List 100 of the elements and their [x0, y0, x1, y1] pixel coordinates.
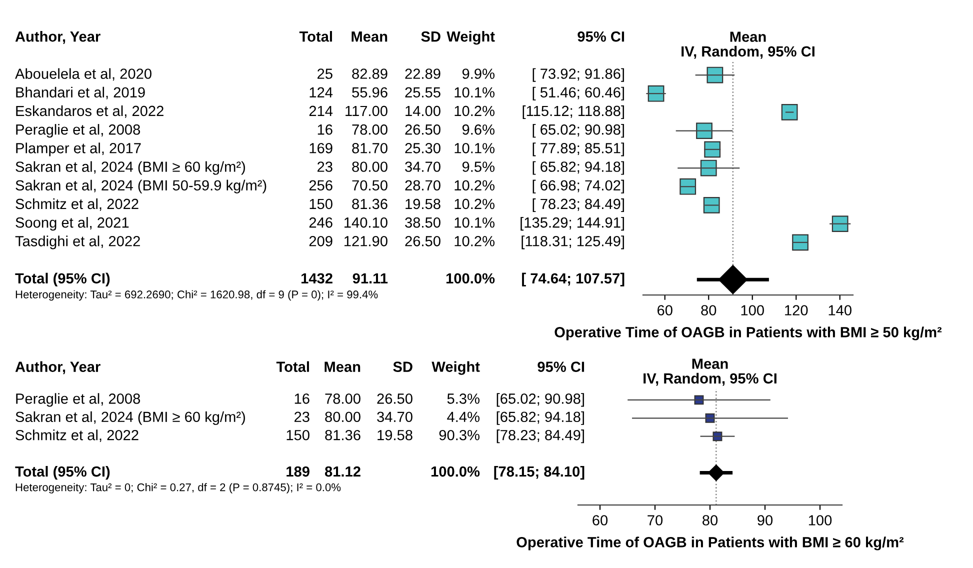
text: 117.00: [346, 106, 388, 116]
category-label: Tasdighi et al, 2022: [15, 236, 140, 250]
category-label: Peraglie et al, 2008: [16, 393, 140, 407]
text: 90.3%: [439, 430, 480, 440]
text: 19.58: [378, 430, 412, 440]
x-tick-label: 90: [758, 515, 773, 526]
text: 150: [286, 430, 310, 440]
text: 78.00: [352, 124, 388, 135]
text: Heterogeneity: Tau² = 692.2690; Chi² = 1620.98, df = 9 (P = 0); I² = 99.4%: [16, 290, 378, 301]
text: 81.70: [352, 143, 388, 154]
text: 10.1%: [454, 87, 494, 98]
x-tick-label: 60: [658, 305, 672, 316]
text: 23: [294, 412, 310, 422]
text: 81.12: [324, 466, 360, 477]
text: 150: [310, 198, 332, 210]
text: 26.50: [377, 394, 412, 404]
text: 16: [294, 394, 310, 404]
point: [792, 234, 808, 251]
text: [ 66.98; 74.02]: [532, 180, 624, 194]
category-label: Sakran et al, 2024 (BMI ≥ 60 kg/m²): [16, 411, 245, 425]
category-label: Eskandaros et al, 2022: [16, 105, 164, 118]
text: 10.2%: [454, 198, 494, 210]
text: 22.89: [405, 68, 440, 79]
chart-title: Mean IV, Random, 95% CI: [682, 32, 814, 59]
text: [ 65.82; 94.18]: [532, 161, 624, 175]
category-label: Bhandari et al, 2019: [16, 86, 145, 100]
text: 95% CI: [538, 362, 584, 372]
text: 124: [310, 87, 333, 98]
text: 25.30: [405, 143, 440, 154]
text: 256: [309, 180, 332, 191]
x-tick-label: 70: [648, 515, 663, 526]
text: [ 78.23; 84.49]: [532, 198, 624, 212]
text: [ 73.92; 91.86]: [532, 68, 624, 82]
x-axis-title: Operative Time of OAGB in Patients with BMI ≥ 50 kg/m²: [554, 326, 942, 340]
text: 16: [318, 124, 332, 135]
text: 34.70: [405, 162, 440, 172]
text: 100.0%: [446, 273, 495, 284]
text: 9.5%: [462, 162, 494, 172]
category-label: Plamper et al, 2017: [16, 142, 141, 156]
text: Total: [276, 361, 309, 372]
x-axis-title: Operative Time of OAGB in Patients with BMI ≥ 60 kg/m²: [516, 536, 904, 550]
point: [680, 178, 696, 195]
text: 10.2%: [454, 180, 494, 191]
text: [115.12; 118.88]: [522, 105, 624, 120]
x-tick-label: 120: [785, 305, 808, 316]
point: [700, 160, 717, 176]
annotation: [65.02; 90.98]: [496, 393, 584, 407]
text: 10.1%: [454, 143, 494, 154]
text: 1432: [301, 273, 332, 284]
y-axis-title: Author, Year: [15, 361, 100, 374]
text: 214: [309, 106, 333, 116]
point: [703, 197, 720, 214]
text: [135.29; 144.91]: [520, 217, 624, 231]
category-label: Total (95% CI): [15, 466, 110, 480]
y-axis-title: Author, Year: [15, 31, 100, 44]
text: 4.4%: [447, 412, 480, 422]
text: [ 77.89; 85.51]: [532, 142, 624, 156]
text: 10.1%: [454, 217, 494, 228]
text: 23: [318, 162, 332, 172]
x-tick-label: 80: [701, 305, 716, 316]
text: 38.50: [405, 217, 440, 228]
text: Weight: [446, 30, 495, 45]
annotation: [65.82; 94.18]: [496, 411, 584, 425]
text: 19.58: [406, 198, 440, 210]
text: 70.50: [352, 180, 388, 191]
x-tick-label: 60: [592, 515, 608, 526]
text: Mean: [324, 362, 360, 372]
x-tick-label: 100: [741, 305, 764, 316]
text: Heterogeneity: Tau² = 0; Chi² = 0.27, df = 2 (P = 0.8745); I² = 0.0%: [16, 483, 341, 494]
text: 25.55: [405, 87, 440, 98]
text: Mean: [352, 32, 388, 42]
text: 10.2%: [454, 236, 494, 246]
text: [ 65.02; 90.98]: [532, 124, 624, 138]
text: 10.2%: [454, 106, 494, 116]
text: 121.90: [344, 236, 388, 246]
point: [648, 85, 664, 102]
point: [704, 141, 721, 158]
text: 100.0%: [431, 466, 480, 477]
text: 246: [309, 217, 332, 228]
text: 209: [309, 236, 332, 246]
text: 169: [310, 143, 332, 154]
category-label: Sakran et al, 2024 (BMI 50-59.9 kg/m²): [16, 180, 266, 194]
text: 80.00: [325, 412, 360, 422]
text: Total: [299, 31, 332, 42]
point: [708, 464, 724, 481]
point: [706, 66, 724, 84]
point: [832, 216, 848, 232]
text: 34.70: [377, 412, 412, 422]
category-label: Abouelela et al, 2020: [15, 68, 152, 81]
annotation: [78.23; 84.49]: [496, 430, 584, 444]
text: 82.89: [352, 68, 388, 79]
text: SD: [421, 31, 440, 42]
x-tick-label: 100: [808, 515, 832, 526]
text: 25: [318, 68, 332, 79]
text: 9.9%: [462, 68, 494, 79]
text: 26.50: [405, 236, 440, 246]
text: 95% CI: [578, 31, 624, 42]
text: 189: [286, 466, 310, 477]
category-label: Schmitz et al, 2022: [16, 198, 138, 211]
category-label: Schmitz et al, 2022: [16, 430, 138, 442]
